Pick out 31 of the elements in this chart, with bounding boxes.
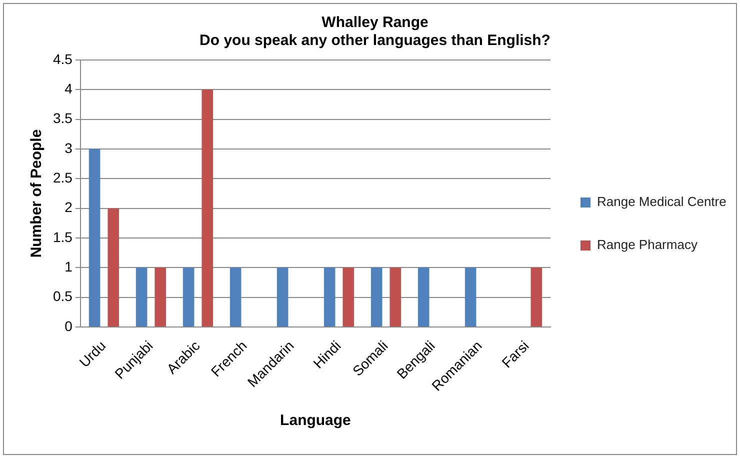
y-tick-label: 3: [64, 140, 73, 156]
y-tick-label: 3.5: [52, 110, 73, 126]
text: Whalley Range: [322, 14, 428, 32]
y-tick-label: 1: [64, 258, 73, 275]
bar: [324, 268, 336, 326]
bar: [88, 149, 100, 326]
bar: [230, 268, 242, 326]
bar: [418, 268, 430, 326]
text: Do you speak any other languages than English?: [200, 32, 550, 50]
bar: [390, 268, 402, 326]
bar: [136, 268, 148, 326]
bar: [370, 268, 382, 326]
bar: [154, 268, 166, 326]
bar: [464, 268, 476, 326]
y-tick-label: 0.5: [52, 288, 73, 304]
bar: [530, 268, 542, 326]
y-axis-title: Number of People: [28, 129, 46, 258]
bar: [202, 90, 214, 326]
y-tick-label: 4.5: [52, 50, 73, 67]
bar: [108, 208, 120, 326]
legend-label: Range Pharmacy: [597, 237, 698, 252]
x-axis-title: Language: [280, 412, 351, 430]
y-tick-label: 2.5: [52, 170, 73, 186]
y-tick-label: 1.5: [52, 228, 73, 245]
bar: [276, 268, 288, 326]
bar: [182, 268, 194, 326]
y-tick-label: 0: [64, 318, 73, 334]
bar: [342, 268, 354, 326]
y-tick-label: 4: [64, 80, 73, 97]
y-tick-label: 2: [64, 199, 73, 216]
legend-label: Range Medical Centre: [597, 194, 726, 210]
